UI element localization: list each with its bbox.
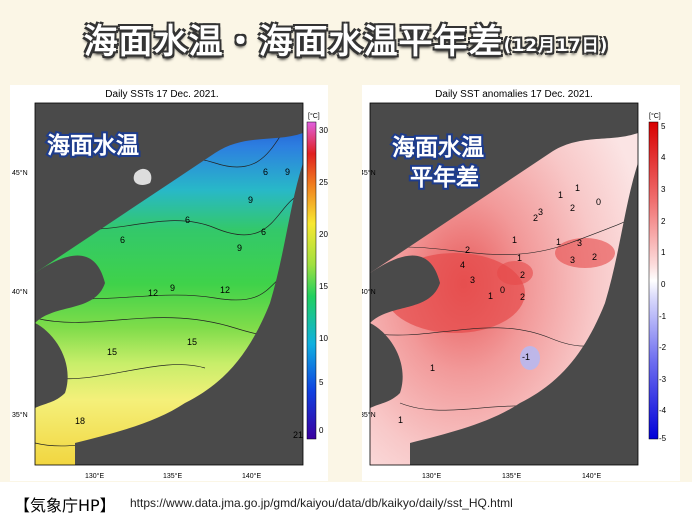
anomaly-colorbar-ticks: 5 4 3 2 1 0 -1 -2 -3 -4 -5 bbox=[659, 122, 667, 443]
contour-label: 1 bbox=[575, 183, 580, 193]
contour-label: 9 bbox=[285, 167, 290, 177]
contour-label: 6 bbox=[120, 235, 125, 245]
colorbar-tick: 2 bbox=[661, 217, 666, 226]
contour-label: 1 bbox=[558, 190, 563, 200]
sst-map: Daily SSTs 17 Dec. 2021. 海面水温 6 9 6 bbox=[12, 89, 328, 480]
asia-landmass bbox=[35, 103, 303, 273]
lon-label: 130°E bbox=[422, 472, 441, 480]
asia-landmass bbox=[370, 103, 638, 273]
sst-unit: [°C] bbox=[308, 112, 320, 120]
contour-label: 2 bbox=[520, 292, 525, 302]
source-url: https://www.data.jma.go.jp/gmd/kaiyou/da… bbox=[130, 496, 513, 510]
colorbar-tick: 10 bbox=[319, 334, 328, 343]
contour-label: 15 bbox=[107, 347, 117, 357]
colorbar-tick: 5 bbox=[661, 122, 666, 131]
contour-label: 9 bbox=[170, 283, 175, 293]
contour-label: 3 bbox=[577, 238, 582, 248]
contour-label: 3 bbox=[570, 255, 575, 265]
lat-label: 40°N bbox=[362, 288, 376, 296]
contour-label: 0 bbox=[500, 285, 505, 295]
contour-label: 1 bbox=[512, 235, 517, 245]
sst-contour-labels: 6 9 6 9 6 9 6 12 9 12 15 15 18 21 bbox=[75, 167, 303, 440]
lon-label: 130°E bbox=[85, 472, 104, 480]
contour-label: 12 bbox=[148, 288, 158, 298]
colorbar-tick: -3 bbox=[659, 375, 667, 384]
colorbar-tick: 20 bbox=[319, 230, 328, 239]
contour-label: 21 bbox=[293, 430, 303, 440]
colorbar-tick: 0 bbox=[319, 426, 324, 435]
lat-label: 35°N bbox=[362, 411, 376, 419]
korea-landmass bbox=[35, 255, 105, 323]
sst-colorbar-ticks: 30 25 20 15 10 5 0 bbox=[319, 126, 328, 435]
contour-label: 12 bbox=[220, 285, 230, 295]
colorbar-tick: 5 bbox=[319, 378, 324, 387]
lon-label: 135°E bbox=[502, 472, 521, 480]
island bbox=[133, 168, 152, 185]
sst-anomaly-map-panel: Daily SST anomalies 17 Dec. 2021. 海面水温 平… bbox=[360, 85, 680, 481]
contour-label: 3 bbox=[538, 207, 543, 217]
korea-landmass bbox=[370, 255, 440, 323]
colorbar-tick: -1 bbox=[659, 312, 667, 321]
contour-label: 2 bbox=[465, 245, 470, 255]
contour-label: 0 bbox=[596, 197, 601, 207]
lat-label: 45°N bbox=[12, 169, 28, 177]
lon-label: 140°E bbox=[582, 472, 601, 480]
title-date: (12月17日) bbox=[503, 36, 609, 56]
anomaly-overlay-label-2: 平年差 bbox=[410, 164, 479, 190]
sst-overlay-label: 海面水温 bbox=[47, 132, 139, 158]
contour-label: 2 bbox=[592, 252, 597, 262]
contour-label: 1 bbox=[398, 415, 403, 425]
source-label: 【気象庁HP】 bbox=[14, 496, 116, 515]
colorbar-tick: -2 bbox=[659, 343, 667, 352]
contour-label: 15 bbox=[187, 337, 197, 347]
korea-peninsula bbox=[370, 323, 403, 408]
contour-label: 2 bbox=[533, 213, 538, 223]
japan-landmass bbox=[410, 163, 638, 465]
contour-label: 3 bbox=[470, 275, 475, 285]
contour-label: 6 bbox=[185, 215, 190, 225]
contour-label: 1 bbox=[517, 253, 522, 263]
anomaly-contour-labels: 1 3 1 2 0 2 1 2 4 3 1 3 2 3 2 1 1 0 2 1 bbox=[398, 183, 601, 425]
colorbar-tick: 30 bbox=[319, 126, 328, 135]
contour-label: 4 bbox=[460, 260, 465, 270]
contour-label: 1 bbox=[488, 291, 493, 301]
colorbar-tick: 0 bbox=[661, 280, 666, 289]
contour-label: 2 bbox=[570, 203, 575, 213]
lat-label: 40°N bbox=[12, 288, 28, 296]
colorbar-tick: -4 bbox=[659, 406, 667, 415]
contour-label: 9 bbox=[237, 243, 242, 253]
contour-label: 2 bbox=[520, 270, 525, 280]
contour-label: 9 bbox=[248, 195, 253, 205]
contour-label: 18 bbox=[75, 416, 85, 426]
lat-label: 35°N bbox=[12, 411, 28, 419]
colorbar-tick: 25 bbox=[319, 178, 328, 187]
contour-label: -1 bbox=[522, 352, 530, 362]
sst-anomaly-map: Daily SST anomalies 17 Dec. 2021. 海面水温 平… bbox=[360, 89, 667, 480]
contour-label: 6 bbox=[263, 167, 268, 177]
colorbar-tick: 1 bbox=[661, 248, 666, 257]
colorbar-tick: 3 bbox=[661, 185, 666, 194]
anomaly-unit: [°C] bbox=[649, 112, 661, 120]
page-title: 海面水温・海面水温平年差(12月17日) bbox=[0, 14, 692, 63]
sst-map-panel: Daily SSTs 17 Dec. 2021. 海面水温 6 9 6 bbox=[10, 85, 328, 481]
korea-peninsula bbox=[35, 323, 68, 408]
sst-map-header: Daily SSTs 17 Dec. 2021. bbox=[105, 89, 218, 100]
anomaly-colorbar bbox=[648, 121, 659, 440]
source-footer: 【気象庁HP】 https://www.data.jma.go.jp/gmd/k… bbox=[0, 482, 692, 519]
contour-label: 1 bbox=[556, 237, 561, 247]
colorbar-tick: 4 bbox=[661, 153, 666, 162]
title-main: 海面水温・海面水温平年差 bbox=[83, 22, 504, 62]
lon-label: 135°E bbox=[163, 472, 182, 480]
lon-label: 140°E bbox=[242, 472, 261, 480]
anomaly-map-header: Daily SST anomalies 17 Dec. 2021. bbox=[435, 89, 593, 100]
contour-label: 6 bbox=[261, 227, 266, 237]
japan-landmass bbox=[75, 163, 303, 465]
sst-colorbar bbox=[306, 121, 317, 440]
colorbar-tick: -5 bbox=[659, 434, 667, 443]
anomaly-overlay-label-1: 海面水温 bbox=[392, 134, 484, 160]
lat-label: 45°N bbox=[362, 169, 376, 177]
contour-label: 1 bbox=[430, 363, 435, 373]
colorbar-tick: 15 bbox=[319, 282, 328, 291]
